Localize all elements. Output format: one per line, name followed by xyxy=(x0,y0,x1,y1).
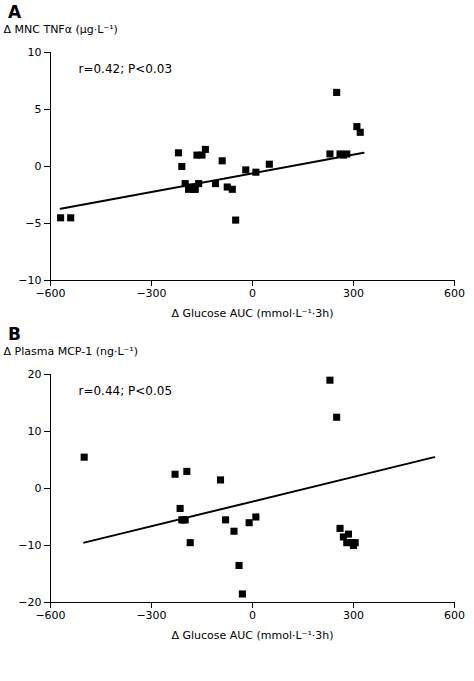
svg-text:300: 300 xyxy=(343,287,364,300)
svg-text:0: 0 xyxy=(249,609,256,622)
svg-text:−10: −10 xyxy=(18,539,41,552)
svg-text:−5: −5 xyxy=(25,217,41,230)
svg-text:Δ MNC TNFα (μg·L⁻¹): Δ MNC TNFα (μg·L⁻¹) xyxy=(4,23,118,36)
svg-text:−600: −600 xyxy=(35,287,65,300)
svg-text:−600: −600 xyxy=(35,609,65,622)
svg-text:600: 600 xyxy=(444,287,465,300)
svg-text:10: 10 xyxy=(28,425,42,438)
svg-text:600: 600 xyxy=(444,609,465,622)
svg-text:0: 0 xyxy=(35,482,42,495)
svg-text:Δ Plasma MCP-1 (ng·L⁻¹): Δ Plasma MCP-1 (ng·L⁻¹) xyxy=(4,345,139,358)
svg-text:0: 0 xyxy=(249,287,256,300)
svg-text:10: 10 xyxy=(28,46,42,59)
html-text:A: A xyxy=(8,2,22,22)
html-text:B: B xyxy=(8,324,21,344)
svg-text:−300: −300 xyxy=(136,609,166,622)
svg-text:r=0.44; P<0.05: r=0.44; P<0.05 xyxy=(79,384,173,398)
svg-text:300: 300 xyxy=(343,609,364,622)
svg-text:r=0.42; P<0.03: r=0.42; P<0.03 xyxy=(79,62,173,76)
svg-text:5: 5 xyxy=(35,103,42,116)
svg-text:0: 0 xyxy=(35,160,42,173)
svg-text:Δ Glucose AUC (mmol·L⁻¹·3h): Δ Glucose AUC (mmol·L⁻¹·3h) xyxy=(171,629,333,642)
svg-text:−10: −10 xyxy=(18,274,41,287)
svg-text:20: 20 xyxy=(28,368,42,381)
svg-text:−300: −300 xyxy=(136,287,166,300)
svg-text:−20: −20 xyxy=(18,596,41,609)
svg-text:Δ Glucose AUC (mmol·L⁻¹·3h): Δ Glucose AUC (mmol·L⁻¹·3h) xyxy=(171,307,333,320)
